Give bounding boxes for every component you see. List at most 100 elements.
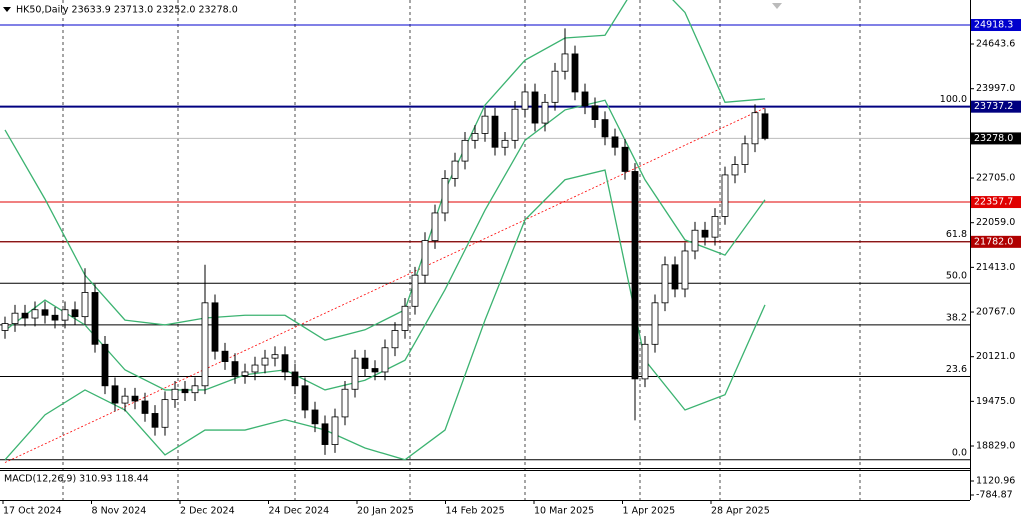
candle-body — [21, 312, 29, 319]
candle-body — [231, 361, 239, 376]
scroll-marker — [772, 3, 782, 9]
fibo-label: 38.2 — [946, 312, 967, 323]
fibo-label: 0.0 — [952, 447, 967, 458]
candle-body — [721, 174, 729, 217]
candle-body — [161, 399, 169, 428]
candle-body — [61, 309, 69, 321]
candle-body — [421, 240, 429, 276]
fibo-label: 100.0 — [940, 94, 967, 105]
fibo-label: 61.8 — [946, 229, 967, 240]
candle-body — [661, 264, 669, 304]
price-tag — [971, 132, 1021, 145]
candle-body — [111, 385, 119, 404]
x-tick-label: 20 Jan 2025 — [357, 506, 414, 517]
x-tick-label: 10 Mar 2025 — [534, 506, 594, 517]
candle-body — [141, 400, 149, 414]
candle-body — [371, 368, 379, 373]
candle-body — [691, 229, 699, 252]
candle-body — [741, 143, 749, 165]
candle-body — [451, 160, 459, 179]
x-tick-label: 14 Feb 2025 — [446, 506, 505, 517]
y-tick-label: 23997.0 — [976, 83, 1015, 94]
level-tag — [971, 100, 1021, 113]
fibo-label: 50.0 — [946, 271, 967, 282]
candle-body — [351, 357, 359, 390]
level-tag — [971, 235, 1021, 248]
candle-body — [381, 347, 389, 373]
candle-body — [41, 309, 49, 316]
candle-body — [561, 53, 569, 72]
candle-body — [631, 171, 639, 380]
candle-body — [171, 388, 179, 401]
candle-body — [751, 112, 759, 145]
level-label: 24918.3 — [974, 20, 1013, 31]
candle-body — [151, 413, 159, 428]
candle-body — [431, 212, 439, 242]
candle-body — [311, 409, 319, 425]
candle-body — [321, 423, 329, 445]
candle-body — [641, 343, 649, 380]
candle-body — [731, 164, 739, 176]
candle-body — [621, 146, 629, 172]
candle-body — [301, 385, 309, 411]
x-tick-label: 1 Apr 2025 — [623, 506, 676, 517]
candle-body — [101, 343, 109, 387]
candle-body — [51, 314, 59, 321]
candle-body — [511, 108, 519, 141]
level-tag — [971, 196, 1021, 209]
candle-body — [701, 229, 709, 238]
x-tick-label: 17 Oct 2024 — [3, 506, 62, 517]
candle-body — [601, 119, 609, 138]
level-label: 21782.0 — [974, 236, 1013, 247]
candle-body — [81, 292, 89, 318]
candle-body — [201, 302, 209, 387]
candle-body — [711, 216, 719, 238]
candle-body — [261, 357, 269, 366]
candle-body — [481, 115, 489, 134]
bollinger-upper — [4, 0, 766, 341]
candle-body — [571, 53, 579, 93]
chart-title: HK50,Daily 23633.9 23713.0 23252.0 23278… — [16, 5, 238, 16]
candle-body — [611, 136, 619, 148]
candle-body — [31, 309, 39, 319]
candle-body — [1, 323, 9, 331]
level-label: 22357.7 — [974, 197, 1013, 208]
price-axis: 24643.6 23997.0 22705.0 22059.0 21413.0 20767… — [970, 19, 1021, 500]
candle-body — [651, 302, 659, 345]
level-tag — [971, 19, 1021, 32]
y-tick-label: 21413.0 — [976, 262, 1015, 273]
y-tick-label: 24643.6 — [976, 38, 1015, 49]
candle-body — [531, 91, 539, 124]
last-price-label: 23278.0 — [974, 133, 1013, 144]
candle-body — [761, 113, 769, 139]
candle-body — [501, 139, 509, 148]
candle-body — [581, 91, 589, 107]
level-label: 23737.2 — [974, 101, 1013, 112]
y-tick-label: 20121.0 — [976, 351, 1015, 362]
y-tick-label: 22059.0 — [976, 217, 1015, 228]
candle-body — [281, 354, 289, 373]
y-tick-label: 19475.0 — [976, 396, 1015, 407]
candle-body — [211, 302, 219, 352]
x-tick-label: 2 Dec 2024 — [180, 506, 235, 517]
candle-body — [341, 388, 349, 418]
candle-body — [291, 371, 299, 387]
y-tick-label: 18829.0 — [976, 441, 1015, 452]
candle-body — [681, 250, 689, 290]
x-tick-label: 24 Dec 2024 — [269, 506, 330, 517]
candle-body — [331, 416, 339, 445]
price-pane — [0, 0, 970, 463]
candle-body — [91, 292, 99, 345]
candle-body — [71, 309, 79, 318]
x-tick-label: 8 Nov 2024 — [92, 506, 147, 517]
candle-body — [181, 388, 189, 394]
candle-body — [461, 139, 469, 162]
candle-body — [591, 105, 599, 121]
macd-tick-label: -784.87 — [976, 489, 1013, 500]
y-tick-label: 20767.0 — [976, 307, 1015, 318]
candle-body — [191, 385, 199, 394]
menu-icon[interactable] — [3, 7, 11, 12]
candle-body — [221, 350, 229, 362]
candle-body — [541, 101, 549, 124]
